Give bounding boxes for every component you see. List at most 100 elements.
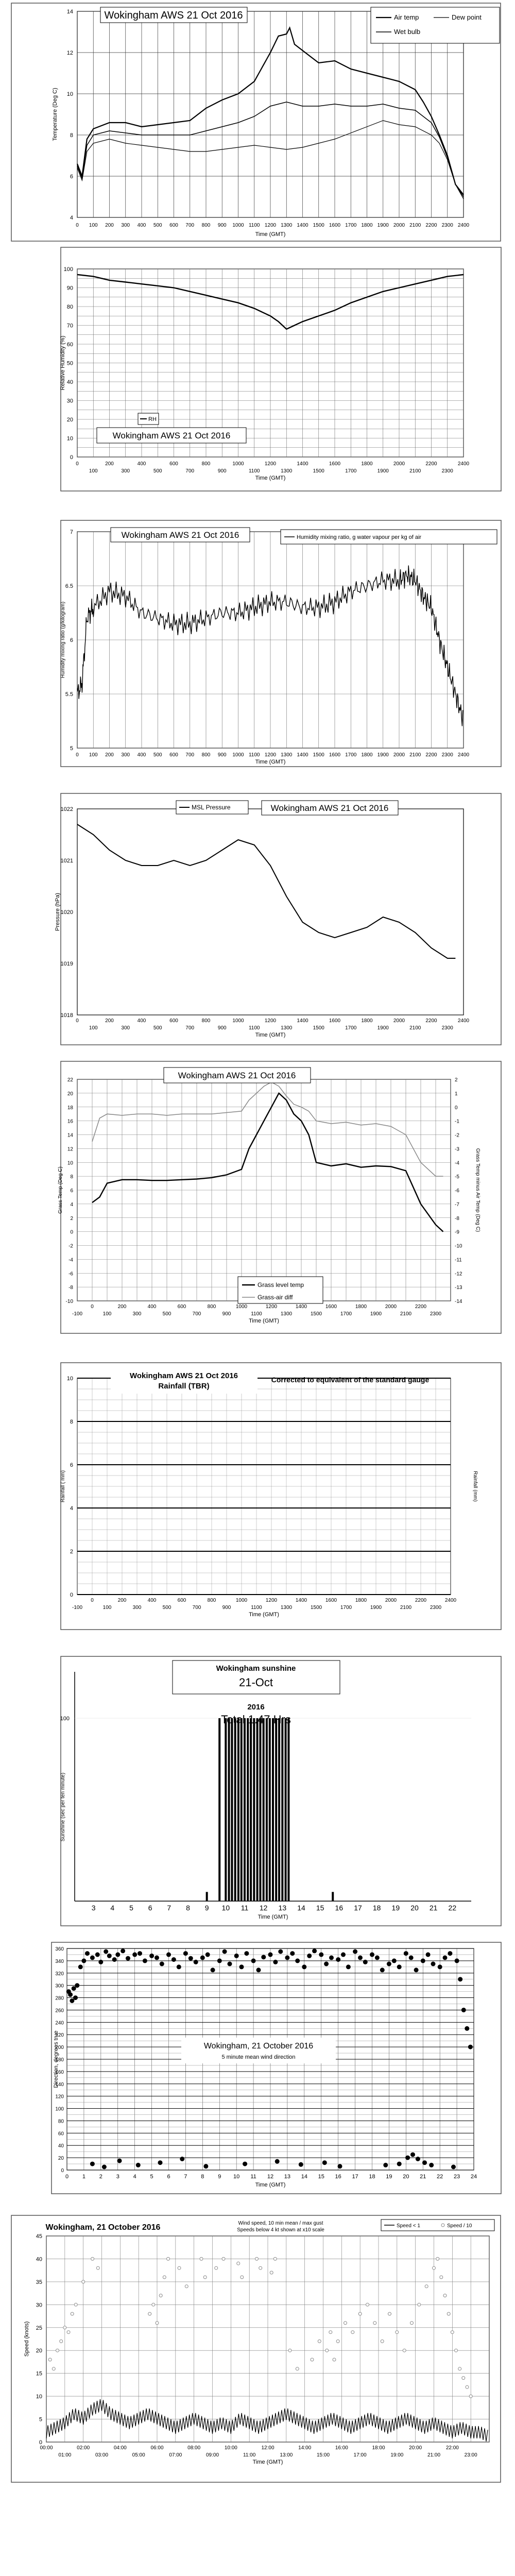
data-point [135,2162,141,2167]
y-tick-label: 8 [70,1174,73,1180]
x-tick-label: 1300 [281,468,293,474]
data-point [363,1959,368,1964]
x-tick-label: 1200 [265,461,277,467]
x-tick-label: 2400 [458,1018,470,1024]
chart-note: Wind speed, 10 min mean / max gust [238,2221,323,2226]
x-tick-label: 02:00 [77,2445,90,2451]
x-tick-label: 19 [392,1904,400,1912]
x-tick-label: 2000 [393,1018,405,1024]
y-tick-label: 220 [55,2032,64,2038]
x-tick-label: 10 [222,1904,230,1912]
x-tick-label: 400 [138,1018,146,1024]
data-point [429,2162,434,2167]
sunshine-bar [234,1718,236,1901]
x-tick-label: 18 [369,2174,375,2180]
legend-label: Grass-air diff [258,1294,293,1301]
x-tick-label: 1 [82,2174,85,2180]
data-point [259,2266,263,2270]
x-tick-label: 2200 [425,752,437,758]
y-tick-label: 1018 [61,1012,73,1019]
x-tick-label: 100 [89,468,98,474]
sunshine-bar [287,1718,290,1901]
y-tick-label: 12 [67,50,73,56]
y-tick-label: 180 [55,2057,64,2063]
data-point [155,2321,159,2325]
x-tick-label: 400 [148,1304,157,1310]
data-point [307,1953,312,1958]
y-tick-label: 1020 [61,909,73,916]
data-point [154,1955,159,1960]
y-tick-label: 18 [67,1105,74,1111]
data-point [329,2330,333,2334]
y-tick-label: 14 [67,1133,74,1139]
x-tick-label: 05:00 [132,2452,145,2458]
x-tick-label: 9 [218,2174,221,2180]
x-tick-label: 500 [163,1605,171,1611]
y-tick-label: 100 [60,1716,70,1722]
x-tick-label: 12:00 [261,2445,274,2451]
data-point [391,1958,397,1963]
x-tick-label: 14 [297,1904,305,1912]
x-tick-label: 11 [250,2174,256,2180]
data-point [437,1964,442,1970]
x-tick-label: 700 [193,1311,201,1317]
y-tick-label: 25 [36,2325,42,2331]
data-point [107,1953,112,1958]
x-tick-label: 1700 [345,468,357,474]
chart-subtitle: Rainfall (TBR) [158,1382,209,1391]
x-tick-label: 1000 [236,1304,248,1310]
y-tick-label: 30 [67,398,73,404]
data-point [324,1961,329,1967]
x-axis-label: Time (GMT) [255,1032,286,1038]
y-tick-label: 10 [67,1376,73,1382]
data-point [48,2358,52,2362]
y-tick-label-right: 2 [455,1077,458,1083]
data-point [214,2266,218,2270]
data-point [436,2257,440,2261]
data-point [70,1998,75,2003]
y-tick-label: -2 [68,1244,73,1249]
data-point [420,1958,425,1963]
data-point [148,2312,152,2316]
data-point [337,2164,342,2169]
x-tick-label: 1300 [281,223,293,228]
x-tick-label: 0 [65,2174,68,2180]
data-point [78,1964,83,1970]
data-point [442,1955,448,1960]
y-tick-label: -10 [66,1299,74,1304]
x-tick-label: 1600 [329,461,341,467]
x-axis-label: Time (GMT) [249,1612,279,1618]
x-axis-label: Time (GMT) [258,1914,288,1920]
x-tick-label: 2100 [409,468,421,474]
y-axis-label: Rainfall ( mm) [60,1470,66,1502]
x-tick-label: 2 [99,2174,102,2180]
x-tick-label: 2100 [409,223,421,228]
data-point [322,2160,327,2165]
x-tick-label: 1800 [361,1018,373,1024]
x-tick-label: 400 [138,752,146,758]
data-point [388,2312,391,2316]
x-tick-label: 200 [105,223,114,228]
x-tick-label: 7 [184,2174,187,2180]
y-axis-label: Sunshine (sec per ten minute) [60,1773,66,1841]
x-tick-label: 1300 [281,1605,293,1611]
x-tick-label: 1700 [340,1311,352,1317]
data-point [73,1995,78,2001]
y-tick-label: 60 [67,342,73,348]
x-tick-label: 13 [279,1904,287,1912]
x-tick-label: 900 [222,1605,231,1611]
data-point [104,1949,109,1954]
x-tick-label: 700 [185,468,194,474]
data-point [332,2358,336,2362]
y-tick-label: 140 [55,2082,64,2088]
x-tick-label: -100 [72,1311,82,1317]
data-point [70,2312,74,2316]
sunshine-bar [205,1892,208,1901]
x-tick-label: 2300 [442,468,454,474]
x-tick-label: 03:00 [95,2452,108,2458]
x-tick-label: 1800 [361,752,373,758]
x-tick-label: 1100 [251,1605,262,1611]
x-tick-label: 300 [121,468,130,474]
data-point [158,2160,163,2165]
x-tick-label: 1200 [265,752,277,758]
